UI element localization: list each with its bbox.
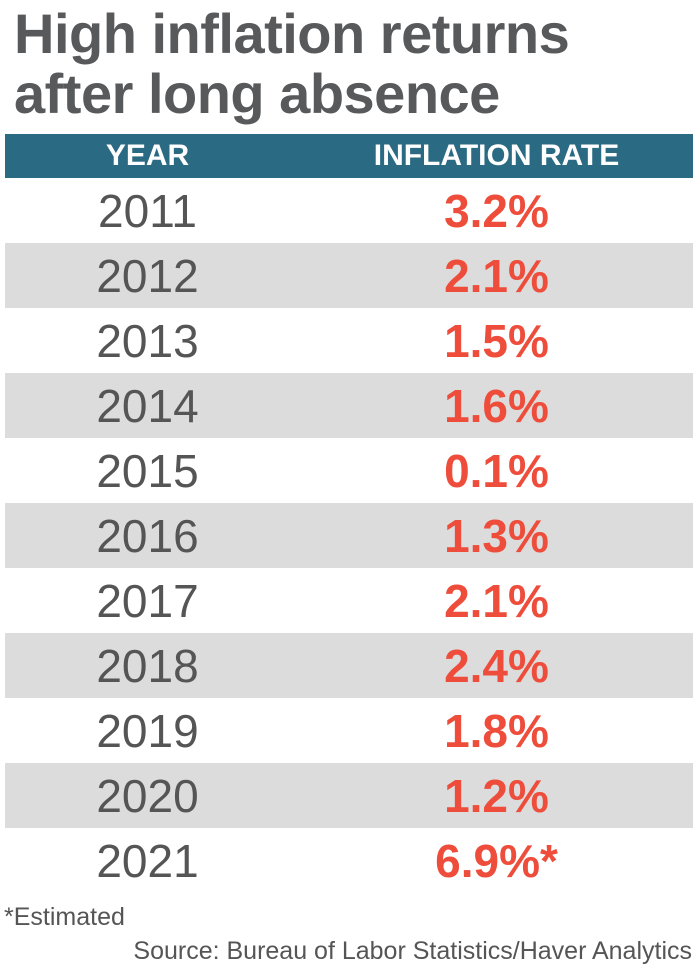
table-row: 2017 2.1%	[5, 568, 693, 633]
year-cell: 2011	[98, 184, 197, 237]
table-row: 2018 2.4%	[5, 633, 693, 698]
year-cell: 2018	[96, 639, 199, 692]
table-row: 2011 3.2%	[5, 178, 693, 243]
table-row: 2014 1.6%	[5, 373, 693, 438]
table-row: 2012 2.1%	[5, 243, 693, 308]
table-body: 2011 3.2% 2012 2.1% 2013 1.5% 2014 1.6% 2015 0.1%…	[5, 178, 693, 893]
year-cell: 2012	[96, 249, 199, 302]
table-row: 2021 6.9%*	[5, 828, 693, 893]
inflation-rate-cell: 1.6%	[444, 379, 549, 432]
inflation-rate-cell: 0.1%	[444, 444, 549, 497]
inflation-rate-cell: 2.1%	[444, 574, 549, 627]
table-header: YEAR INFLATION RATE	[5, 134, 693, 178]
title-line-1: High inflation returns	[14, 2, 570, 65]
table-row: 2013 1.5%	[5, 308, 693, 373]
inflation-rate-cell: 6.9%*	[435, 834, 558, 887]
year-cell: 2017	[96, 574, 199, 627]
inflation-rate-cell: 1.5%	[444, 314, 549, 367]
table-row: 2019 1.8%	[5, 698, 693, 763]
year-cell: 2019	[96, 704, 199, 757]
header-inflation-rate: INFLATION RATE	[373, 139, 620, 172]
footnote: *Estimated	[4, 903, 125, 931]
table-row: 2020 1.2%	[5, 763, 693, 828]
source-note: Source: Bureau of Labor Statistics/Haver…	[133, 937, 692, 965]
inflation-rate-cell: 1.3%	[444, 509, 549, 562]
inflation-rate-cell: 1.2%	[444, 769, 549, 822]
inflation-rate-cell: 3.2%	[444, 184, 549, 237]
year-cell: 2020	[96, 769, 199, 822]
year-cell: 2016	[96, 509, 199, 562]
year-cell: 2013	[96, 314, 199, 367]
table-row: 2016 1.3%	[5, 503, 693, 568]
title-line-2: after long absence	[14, 62, 500, 125]
inflation-rate-cell: 1.8%	[444, 704, 549, 757]
inflation-rate-cell: 2.1%	[444, 249, 549, 302]
chart-title: High inflation returns after long absenc…	[14, 4, 694, 124]
inflation-rate-cell: 2.4%	[444, 639, 549, 692]
table-row: 2015 0.1%	[5, 438, 693, 503]
year-cell: 2014	[96, 379, 199, 432]
year-cell: 2015	[96, 444, 199, 497]
header-year: YEAR	[105, 139, 190, 172]
year-cell: 2021	[96, 834, 199, 887]
inflation-table: YEAR INFLATION RATE 2011 3.2% 2012 2.1% 2013…	[5, 134, 693, 893]
